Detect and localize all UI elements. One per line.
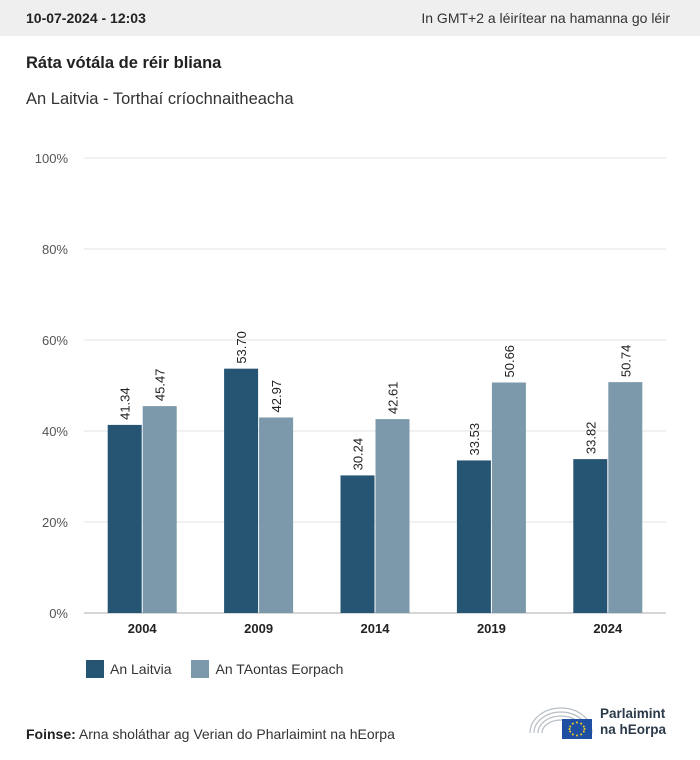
chart-title: Ráta vótála de réir bliana	[26, 54, 222, 72]
logo-line1: Parlaimint	[600, 706, 666, 721]
bar-series1	[340, 475, 375, 613]
x-tick-label: 2024	[593, 621, 623, 636]
x-tick-label: 2019	[477, 621, 506, 636]
bar-series2	[259, 417, 294, 613]
y-tick-label: 100%	[35, 151, 69, 166]
chart-subtitle: An Laitvia - Torthaí críochnaitheacha	[26, 90, 294, 108]
x-tick-label: 2004	[128, 621, 158, 636]
bar-series2	[375, 419, 410, 613]
legend-label-series1: An Laitvia	[110, 661, 172, 677]
data-label: 45.47	[153, 369, 168, 402]
data-label: 42.97	[269, 380, 284, 413]
data-label: 33.53	[467, 423, 482, 456]
data-label: 53.70	[234, 331, 249, 364]
data-label: 41.34	[118, 387, 133, 420]
hemicycle-eu-flag-icon	[529, 707, 593, 739]
timestamp: 10-07-2024 - 12:03	[26, 10, 146, 26]
logo-text: Parlaimint na hEorpa	[600, 706, 666, 738]
y-tick-label: 60%	[42, 333, 68, 348]
x-tick-label: 2009	[244, 621, 273, 636]
bar-chart: 0% 20% 40% 60% 80% 100% 41.34 45.47 2004 53.70 42.…	[35, 151, 666, 636]
y-tick-label: 20%	[42, 515, 68, 530]
bar-series1	[107, 424, 142, 613]
bar-series2	[608, 382, 643, 613]
bar-series2	[142, 406, 177, 613]
legend-item-series2: An TAontas Eorpach	[191, 660, 343, 678]
source-note: Foinse: Arna sholáthar ag Verian do Phar…	[26, 726, 395, 742]
y-tick-label: 0%	[49, 606, 68, 621]
bar-series1	[456, 460, 491, 613]
legend-item-series1: An Laitvia	[86, 660, 171, 678]
x-tick-label: 2014	[361, 621, 391, 636]
source-label: Foinse:	[26, 726, 76, 742]
y-tick-label: 40%	[42, 424, 68, 439]
data-label: 33.82	[583, 422, 598, 455]
parliament-logo[interactable]: Parlaimint na hEorpa	[528, 702, 688, 742]
logo-line2: na hEorpa	[600, 722, 667, 737]
chart-legend: An Laitvia An TAontas Eorpach	[86, 660, 363, 678]
bar-series2	[491, 382, 526, 613]
top-bar: 10-07-2024 - 12:03 In GMT+2 a léirítear …	[0, 0, 700, 36]
data-label: 42.61	[386, 382, 401, 415]
bar-series1	[573, 459, 608, 613]
bar-series1	[224, 368, 259, 613]
data-label: 30.24	[351, 438, 366, 471]
legend-label-series2: An TAontas Eorpach	[215, 661, 344, 677]
legend-swatch-series1	[86, 660, 104, 678]
source-text: Arna sholáthar ag Verian do Pharlaimint …	[78, 726, 395, 742]
y-tick-label: 80%	[42, 242, 68, 257]
data-label: 50.74	[618, 345, 633, 378]
timezone-note: In GMT+2 a léirítear na hamanna go léir	[421, 10, 670, 26]
data-label: 50.66	[502, 345, 517, 378]
legend-swatch-series2	[191, 660, 210, 678]
